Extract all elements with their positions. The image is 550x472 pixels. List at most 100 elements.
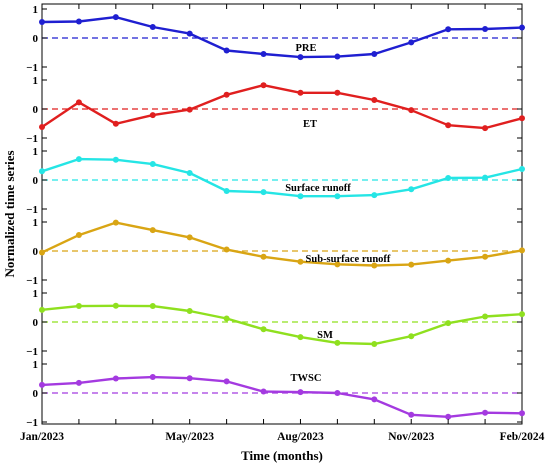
twsc-point bbox=[223, 378, 230, 385]
surface-runoff-point bbox=[334, 193, 341, 200]
surface-runoff-point bbox=[186, 170, 193, 177]
et-point bbox=[371, 97, 378, 104]
et-point bbox=[445, 122, 452, 129]
et-point bbox=[408, 107, 415, 114]
sub-surface-runoff-point bbox=[297, 258, 304, 265]
surface-runoff-point bbox=[149, 161, 156, 168]
et-point bbox=[334, 89, 341, 96]
pre-point bbox=[408, 39, 415, 46]
sm-point bbox=[260, 326, 267, 333]
sub-surface-runoff-point bbox=[223, 246, 230, 253]
et-point bbox=[112, 120, 119, 127]
surface-runoff-point bbox=[408, 186, 415, 193]
panel-sub-surface-runoff: 1 0 −1 Sub-surface runoff bbox=[26, 217, 525, 287]
sub-surface-runoff-point bbox=[260, 253, 267, 260]
x-tick-label: Jan/2023 bbox=[20, 431, 64, 443]
sub-surface-runoff-point bbox=[112, 219, 119, 226]
et-point bbox=[75, 99, 82, 106]
twsc-point bbox=[149, 374, 156, 381]
panels-layer: 1 0 −1 PRE 1 0 −1 ET 1 0 −1 Surface runoff 1 0 −1 Sub-s… bbox=[26, 4, 525, 429]
pre-series-line bbox=[41, 15, 523, 59]
sm-series-line bbox=[41, 304, 523, 346]
surface-runoff-point bbox=[39, 168, 45, 175]
surface-runoff-y-tick-label: 0 bbox=[33, 175, 39, 187]
twsc-point bbox=[297, 389, 304, 396]
sub-surface-runoff-point bbox=[39, 249, 45, 256]
x-axis-label: Time (months) bbox=[241, 448, 323, 463]
x-tick-label: May/2023 bbox=[165, 431, 214, 443]
surface-runoff-y-tick-label: −1 bbox=[26, 204, 38, 216]
sm-point bbox=[75, 303, 82, 310]
sm-point bbox=[223, 315, 230, 322]
twsc-point bbox=[334, 390, 341, 396]
pre-point bbox=[149, 23, 156, 30]
sub-surface-runoff-point bbox=[408, 261, 415, 268]
surface-runoff-series-label: Surface runoff bbox=[285, 183, 351, 194]
twsc-series-line bbox=[41, 375, 523, 418]
sub-surface-runoff-series-label: Sub-surface runoff bbox=[306, 254, 391, 265]
sub-surface-runoff-point bbox=[75, 232, 82, 239]
et-point bbox=[519, 115, 525, 122]
plot-frame bbox=[41, 3, 523, 425]
et-point bbox=[482, 125, 489, 132]
sm-point bbox=[519, 311, 525, 318]
pre-point bbox=[482, 26, 489, 33]
x-axis: Jan/2023 May/2023 Aug/2023 Nov/2023 Feb/2024 bbox=[20, 4, 545, 443]
surface-runoff-series-line bbox=[41, 157, 523, 198]
surface-runoff-y-tick-label: 1 bbox=[33, 146, 39, 158]
panel-pre: 1 0 −1 PRE bbox=[26, 4, 525, 74]
x-tick-label: Nov/2023 bbox=[388, 431, 434, 443]
surface-runoff-point bbox=[482, 174, 489, 181]
sm-point bbox=[112, 302, 119, 309]
x-tick-label: Aug/2023 bbox=[277, 431, 324, 443]
twsc-point bbox=[186, 375, 193, 382]
sm-point bbox=[186, 307, 193, 314]
et-y-tick-label: 1 bbox=[33, 75, 39, 87]
sub-surface-runoff-point bbox=[149, 227, 156, 234]
sm-point bbox=[445, 320, 452, 327]
sm-point bbox=[371, 341, 378, 348]
surface-runoff-point bbox=[260, 189, 267, 196]
sub-surface-runoff-point bbox=[371, 262, 378, 269]
surface-runoff-point bbox=[445, 174, 452, 181]
twsc-series-label: TWSC bbox=[291, 373, 322, 384]
surface-runoff-point bbox=[112, 156, 119, 163]
surface-runoff-point bbox=[371, 192, 378, 199]
twsc-point bbox=[519, 410, 525, 417]
y-axis-label: Normalized time series bbox=[2, 150, 17, 277]
sub-surface-runoff-y-tick-label: 1 bbox=[33, 217, 39, 229]
sm-y-tick-label: 0 bbox=[33, 317, 39, 329]
panel-surface-runoff: 1 0 −1 Surface runoff bbox=[26, 146, 525, 216]
twsc-y-tick-label: 0 bbox=[33, 388, 39, 400]
twsc-point bbox=[260, 388, 267, 395]
pre-point bbox=[112, 14, 119, 21]
sub-surface-runoff-y-tick-label: 0 bbox=[33, 246, 39, 258]
pre-series-label: PRE bbox=[296, 43, 317, 54]
surface-runoff-point bbox=[519, 165, 525, 172]
et-point bbox=[297, 89, 304, 96]
et-point bbox=[186, 106, 193, 113]
et-series-line bbox=[41, 83, 523, 130]
et-y-tick-label: 0 bbox=[33, 104, 39, 116]
et-point bbox=[223, 91, 230, 98]
panel-et: 1 0 −1 ET bbox=[26, 75, 525, 145]
sm-point bbox=[408, 333, 415, 340]
twsc-point bbox=[371, 396, 378, 403]
pre-point bbox=[519, 24, 525, 31]
sm-y-tick-label: 1 bbox=[33, 288, 39, 300]
pre-point bbox=[75, 18, 82, 25]
panel-sm: 1 0 −1 SM bbox=[26, 288, 525, 358]
et-point bbox=[39, 123, 45, 130]
sub-surface-runoff-point bbox=[482, 253, 489, 260]
surface-runoff-point bbox=[223, 188, 230, 195]
sm-y-tick-label: −1 bbox=[26, 346, 38, 358]
sub-surface-runoff-point bbox=[334, 261, 341, 268]
sm-point bbox=[482, 313, 489, 320]
sm-point bbox=[39, 306, 45, 313]
sm-series-label: SM bbox=[317, 330, 333, 341]
surface-runoff-point bbox=[297, 193, 304, 200]
et-y-tick-label: −1 bbox=[26, 133, 38, 145]
et-point bbox=[149, 112, 156, 119]
sub-surface-runoff-y-tick-label: −1 bbox=[26, 275, 38, 287]
